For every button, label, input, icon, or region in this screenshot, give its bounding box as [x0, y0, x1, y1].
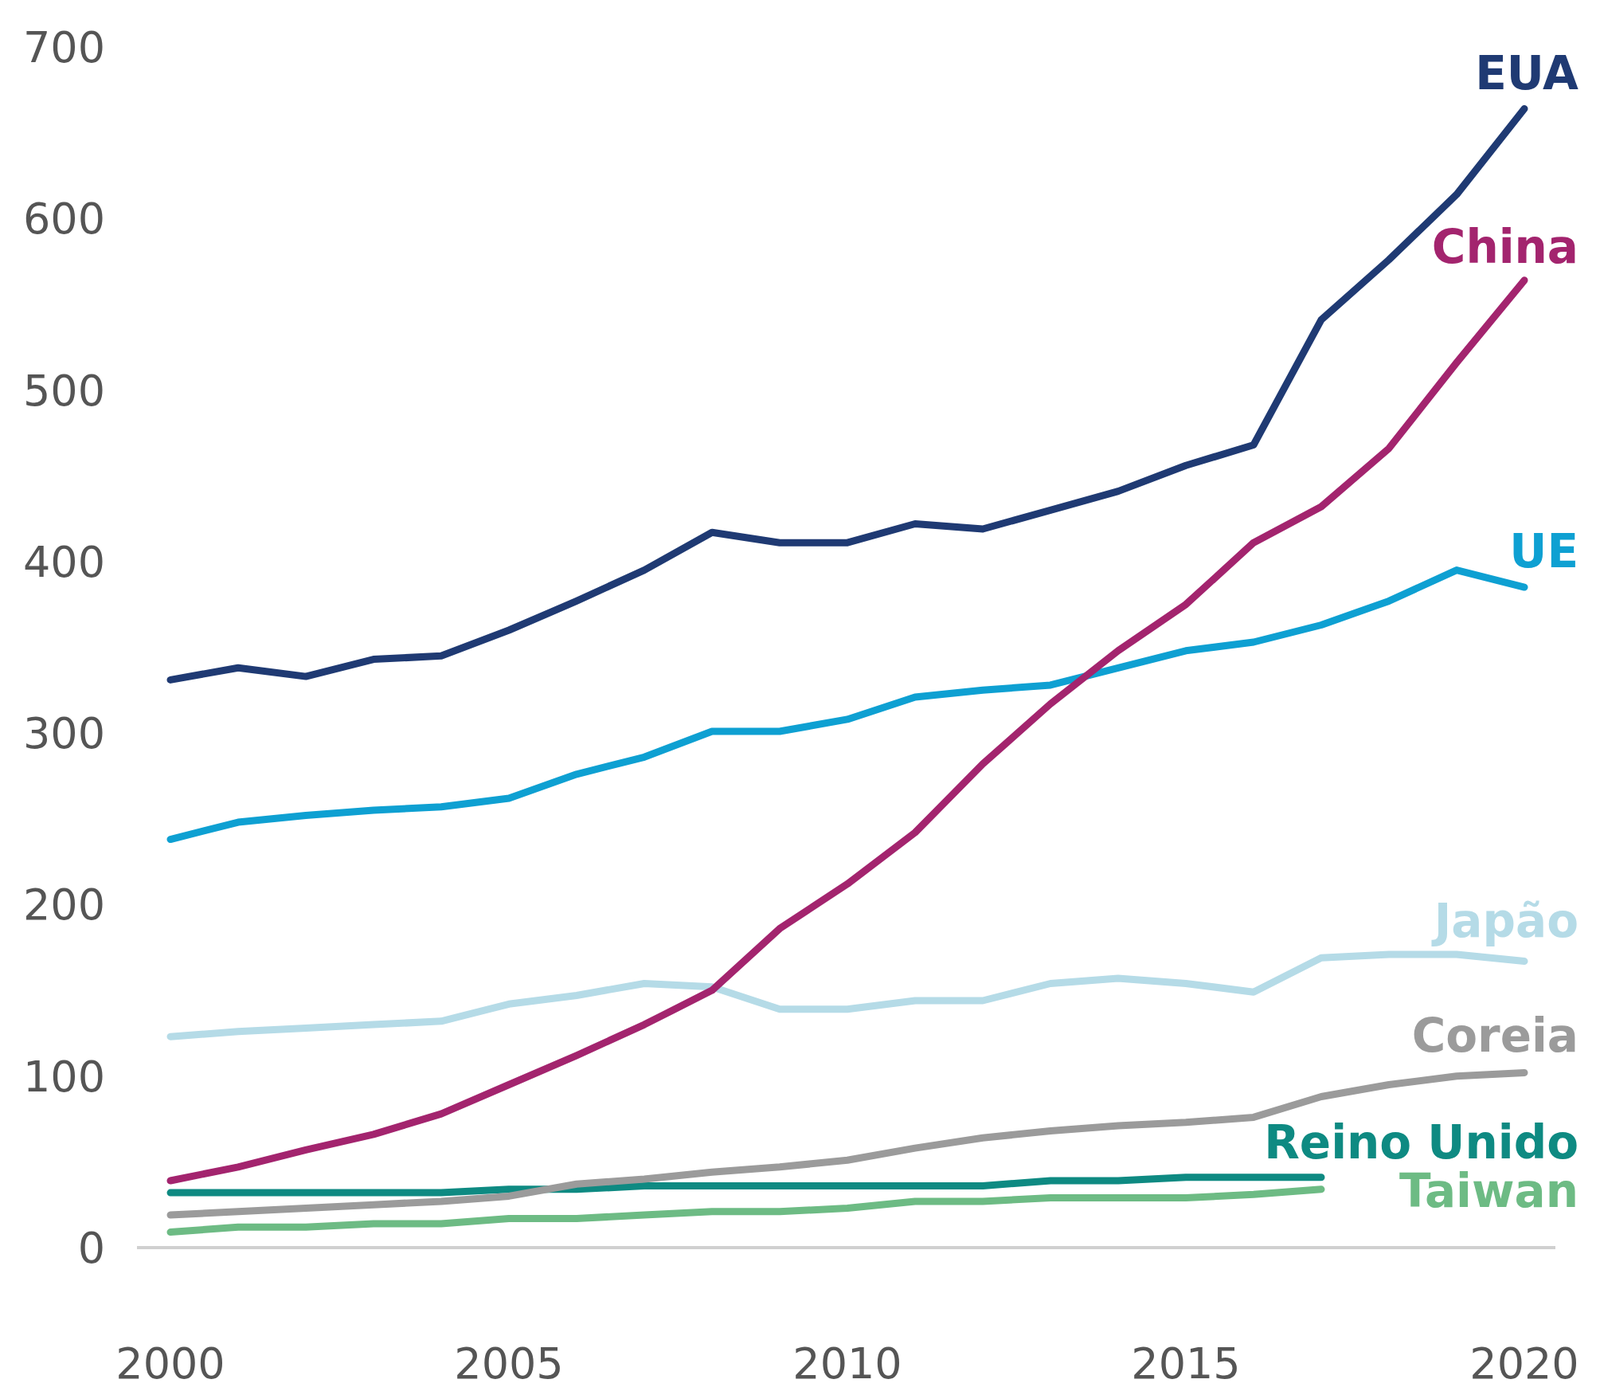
x-tick-label: 2010	[792, 1337, 902, 1389]
y-tick-label: 600	[23, 193, 106, 244]
series-line	[170, 280, 1525, 1181]
series-label: Reino Unido	[1263, 1114, 1579, 1170]
series-line	[170, 1177, 1322, 1193]
x-tick-label: 2015	[1130, 1337, 1241, 1389]
series-label: Japão	[1431, 893, 1579, 948]
lines	[170, 109, 1525, 1233]
y-tick-label: 500	[23, 365, 106, 416]
x-tick-label: 2000	[115, 1337, 225, 1389]
y-tick-label: 200	[23, 879, 106, 930]
series-label: UE	[1509, 524, 1579, 579]
x-axis-line	[136, 1245, 1556, 1249]
y-tick-label: 0	[78, 1222, 106, 1273]
chart: 0 100 200 300 400 500 600 700 2000 2005 2010 2015 20…	[0, 0, 1600, 1395]
series-line	[170, 570, 1525, 840]
x-tick-label: 2005	[453, 1337, 564, 1389]
y-tick-label: 100	[23, 1051, 106, 1102]
series-line	[170, 954, 1525, 1037]
series-label: Taiwan	[1399, 1163, 1579, 1218]
series-label: EUA	[1474, 46, 1579, 101]
y-tick-label: 700	[23, 22, 106, 73]
x-tick-label: 2020	[1469, 1337, 1579, 1389]
y-tick-label: 300	[23, 708, 106, 759]
series-line	[170, 109, 1525, 681]
series-label: China	[1431, 219, 1579, 274]
series-label: Coreia	[1412, 1008, 1579, 1063]
y-tick-label: 400	[23, 536, 106, 587]
